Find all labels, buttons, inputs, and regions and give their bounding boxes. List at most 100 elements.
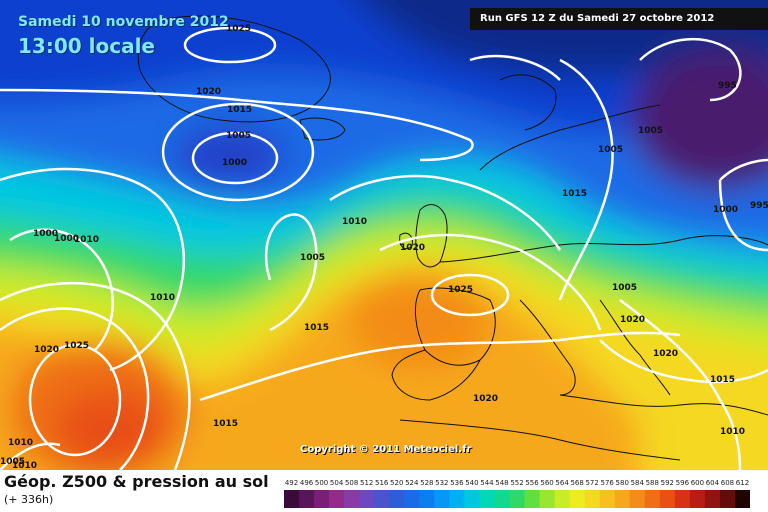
isobar-label: 1000	[33, 229, 58, 239]
scale-tick-label: 572	[585, 479, 598, 487]
isobar-label: 1015	[710, 375, 735, 385]
isobar-label: 1025	[64, 341, 89, 351]
scale-swatch	[314, 490, 330, 508]
isobar-label: 1005	[300, 253, 325, 263]
scale-tick-label: 580	[616, 479, 629, 487]
scale-tick-label: 520	[390, 479, 403, 487]
scale-swatch	[389, 490, 405, 508]
isobar-label: 1000	[713, 205, 738, 215]
scale-swatch	[539, 490, 556, 508]
scale-swatch	[614, 490, 631, 508]
scale-swatch	[344, 490, 360, 508]
scale-tick-label: 596	[676, 479, 690, 487]
isobar-label: 1010	[342, 217, 367, 227]
isobar-label: 1025	[226, 24, 251, 34]
weather-map: 1025 1020 1015 1005 1000 1010 1005 1000 …	[0, 0, 768, 470]
isobar-label: 1015	[213, 419, 238, 429]
scale-tick-label: 500	[315, 479, 328, 487]
isobar-label: 1020	[400, 243, 425, 253]
isobar-label: 1005	[226, 131, 251, 141]
scale-swatch	[554, 490, 571, 508]
scale-swatch	[284, 490, 300, 508]
scale-swatch	[449, 490, 465, 508]
scale-swatch	[719, 490, 736, 508]
scale-tick-label: 556	[525, 479, 539, 487]
scale-swatch	[509, 490, 526, 508]
scale-swatch	[434, 490, 450, 508]
copyright-notice: Copyright © 2011 Meteociel.fr	[300, 444, 472, 455]
scale-swatch	[374, 490, 390, 508]
isobar-label: 1020	[620, 315, 645, 325]
scale-tick-label: 584	[631, 479, 645, 487]
isobar-label: 1025	[448, 285, 473, 295]
isobar-label: 1010	[8, 438, 33, 448]
scale-tick-label: 528	[420, 479, 433, 487]
isobar-label: 1020	[34, 345, 59, 355]
scale-swatch	[479, 490, 495, 508]
scale-tick-label: 612	[736, 479, 749, 487]
scale-tick-label: 600	[691, 479, 704, 487]
isobar-label: 1010	[74, 235, 99, 245]
scale-tick-label: 496	[300, 479, 314, 487]
isobar-label: 1005	[0, 457, 25, 467]
scale-tick-label: 564	[555, 479, 569, 487]
scale-tick-label: 504	[330, 479, 344, 487]
scale-swatch	[404, 490, 420, 508]
scale-tick-label: 576	[601, 479, 615, 487]
isobar-label: 1015	[227, 105, 252, 115]
scale-tick-label: 552	[510, 479, 523, 487]
isobar-label: 1005	[598, 145, 623, 155]
scale-tick-label: 604	[706, 479, 720, 487]
scale-swatch	[329, 490, 345, 508]
color-scale: 492 496 500 504 508 512 516 520 524 528 532 536 540 5…	[284, 479, 750, 508]
scale-swatch	[629, 490, 646, 508]
scale-swatch	[569, 490, 586, 508]
isobar-label: 1020	[196, 87, 221, 97]
isobar-label: 995	[718, 81, 737, 91]
isobar-label: 1020	[653, 349, 678, 359]
scale-swatch	[659, 490, 676, 508]
forecast-date: Samedi 10 novembre 2012	[18, 14, 229, 30]
isobar-label: 1010	[150, 293, 175, 303]
isobar-label: 1000	[54, 234, 79, 244]
geopotential-field	[0, 0, 768, 470]
scale-tick-label: 544	[480, 479, 494, 487]
isobar-label: 1005	[638, 126, 663, 136]
isobar-label: 1005	[612, 283, 637, 293]
isobar-label: 1015	[304, 323, 329, 333]
scale-tick-label: 532	[435, 479, 448, 487]
scale-swatch	[494, 490, 510, 508]
legend-title: Géop. Z500 & pression au sol	[4, 472, 269, 491]
scale-swatch	[419, 490, 435, 508]
scale-tick-label: 560	[540, 479, 553, 487]
scale-tick-label: 568	[570, 479, 583, 487]
scale-swatch	[734, 490, 750, 508]
isobar-label: 995	[750, 201, 768, 211]
scale-swatch	[359, 490, 375, 508]
scale-tick-label: 592	[661, 479, 674, 487]
isobar-label: 1010	[12, 461, 37, 470]
model-run-label: Run GFS 12 Z du Samedi 27 octobre 2012	[470, 8, 768, 30]
scale-tick-label: 540	[465, 479, 478, 487]
isobar-label: 1015	[562, 189, 587, 199]
scale-swatch	[524, 490, 541, 508]
isobar-label: 1010	[720, 427, 745, 437]
scale-swatch	[674, 490, 691, 508]
scale-tick-label: 508	[345, 479, 358, 487]
scale-tick-label: 588	[646, 479, 659, 487]
isobar-label: 1000	[222, 158, 247, 168]
isobar-labels: 1025 1020 1015 1005 1000 1010 1005 1000 …	[0, 24, 768, 470]
isobar-label: 1020	[473, 394, 498, 404]
scale-swatch	[584, 490, 601, 508]
scale-tick-label: 536	[450, 479, 464, 487]
coastlines	[137, 15, 768, 461]
scale-swatch	[299, 490, 315, 508]
scale-tick-label: 516	[375, 479, 389, 487]
forecast-range: (+ 336h)	[4, 493, 54, 506]
scale-swatch	[689, 490, 706, 508]
scale-swatch	[599, 490, 616, 508]
scale-tick-label: 524	[405, 479, 419, 487]
scale-swatch	[644, 490, 661, 508]
isobars	[0, 26, 768, 470]
scale-tick-label: 512	[360, 479, 373, 487]
